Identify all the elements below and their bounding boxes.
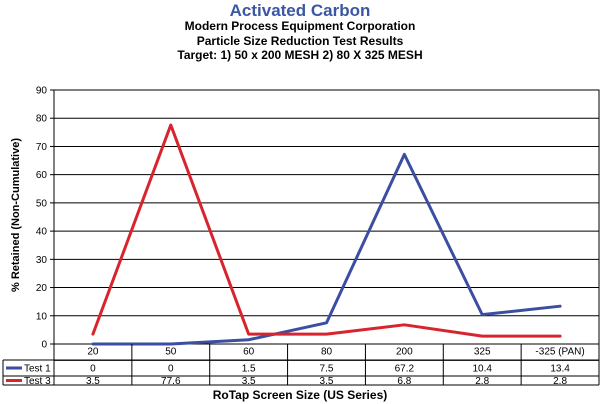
table-value-cell: 2.8 <box>475 376 489 387</box>
table-value-cell: 10.4 <box>472 364 492 375</box>
table-value-cell: 3.5 <box>320 376 334 387</box>
legend-label: Test 1 <box>24 364 51 375</box>
data-point <box>326 322 327 324</box>
table-value-cell: 6.8 <box>397 376 411 387</box>
y-tick-label-50: 50 <box>36 198 48 209</box>
series-lines <box>91 123 562 346</box>
legend-label: Test 3 <box>24 376 51 387</box>
y-tick-label-30: 30 <box>36 255 48 266</box>
table-value-cell: 0 <box>168 364 174 375</box>
y-tick-label-20: 20 <box>36 283 48 294</box>
data-point <box>403 324 405 326</box>
table-value-cell: 13.4 <box>550 364 570 375</box>
table-value-cell: 3.5 <box>86 376 100 387</box>
x-category-label: 200 <box>396 347 413 358</box>
data-point <box>92 343 94 345</box>
plot-area-frame <box>53 89 600 345</box>
data-point <box>559 335 561 337</box>
table-value-cell: 7.5 <box>320 364 334 375</box>
axes: 0 10 20 30 40 50 60 70 80 90 <box>36 86 600 351</box>
y-axis-label: % Retained (Non-Cumulative) <box>10 138 22 292</box>
data-point <box>326 333 327 335</box>
x-category-label: 20 <box>87 347 99 358</box>
data-point <box>170 124 172 126</box>
data-point <box>481 314 483 316</box>
x-category-label: 60 <box>243 347 255 358</box>
table-value-cell: 77.6 <box>161 376 181 387</box>
x-category-label: 325 <box>474 347 491 358</box>
data-point <box>559 305 561 307</box>
data-point <box>248 339 250 341</box>
data-table: 20 50 60 80 200 325 -325 (PAN) Test 1 0 0 1.5 7.5 67… <box>2 344 600 387</box>
data-point <box>481 335 483 337</box>
data-point <box>403 153 405 155</box>
data-point <box>170 343 172 345</box>
data-point <box>92 333 94 335</box>
chart-title: Activated Carbon <box>229 1 371 20</box>
x-axis-label: RoTap Screen Size (US Series) <box>213 388 388 402</box>
y-tick-label-40: 40 <box>36 227 48 238</box>
chart-subtitle-test: Particle Size Reduction Test Results <box>196 34 404 48</box>
x-category-label: 50 <box>165 347 177 358</box>
chart-subtitle-company: Modern Process Equipment Corporation <box>184 19 416 33</box>
table-value-cell: 2.8 <box>553 376 567 387</box>
x-category-label: -325 (PAN) <box>535 347 584 358</box>
x-category-label: 80 <box>321 347 333 358</box>
table-value-cell: 1.5 <box>242 364 256 375</box>
table-value-cell: 0 <box>90 364 96 375</box>
y-tick-label-10: 10 <box>36 311 48 322</box>
series-line-test-3 <box>91 123 562 338</box>
y-tick-label-0: 0 <box>41 340 47 351</box>
y-tick-label-80: 80 <box>36 114 48 125</box>
y-tick-label-90: 90 <box>36 86 48 97</box>
y-tick-label-70: 70 <box>36 142 48 153</box>
table-value-cell: 3.5 <box>242 376 256 387</box>
y-tick-label-60: 60 <box>36 170 48 181</box>
table-value-cell: 67.2 <box>395 364 415 375</box>
chart-subtitle-target: Target: 1) 50 x 200 MESH 2) 80 X 325 MES… <box>177 48 423 62</box>
data-point <box>248 333 250 335</box>
